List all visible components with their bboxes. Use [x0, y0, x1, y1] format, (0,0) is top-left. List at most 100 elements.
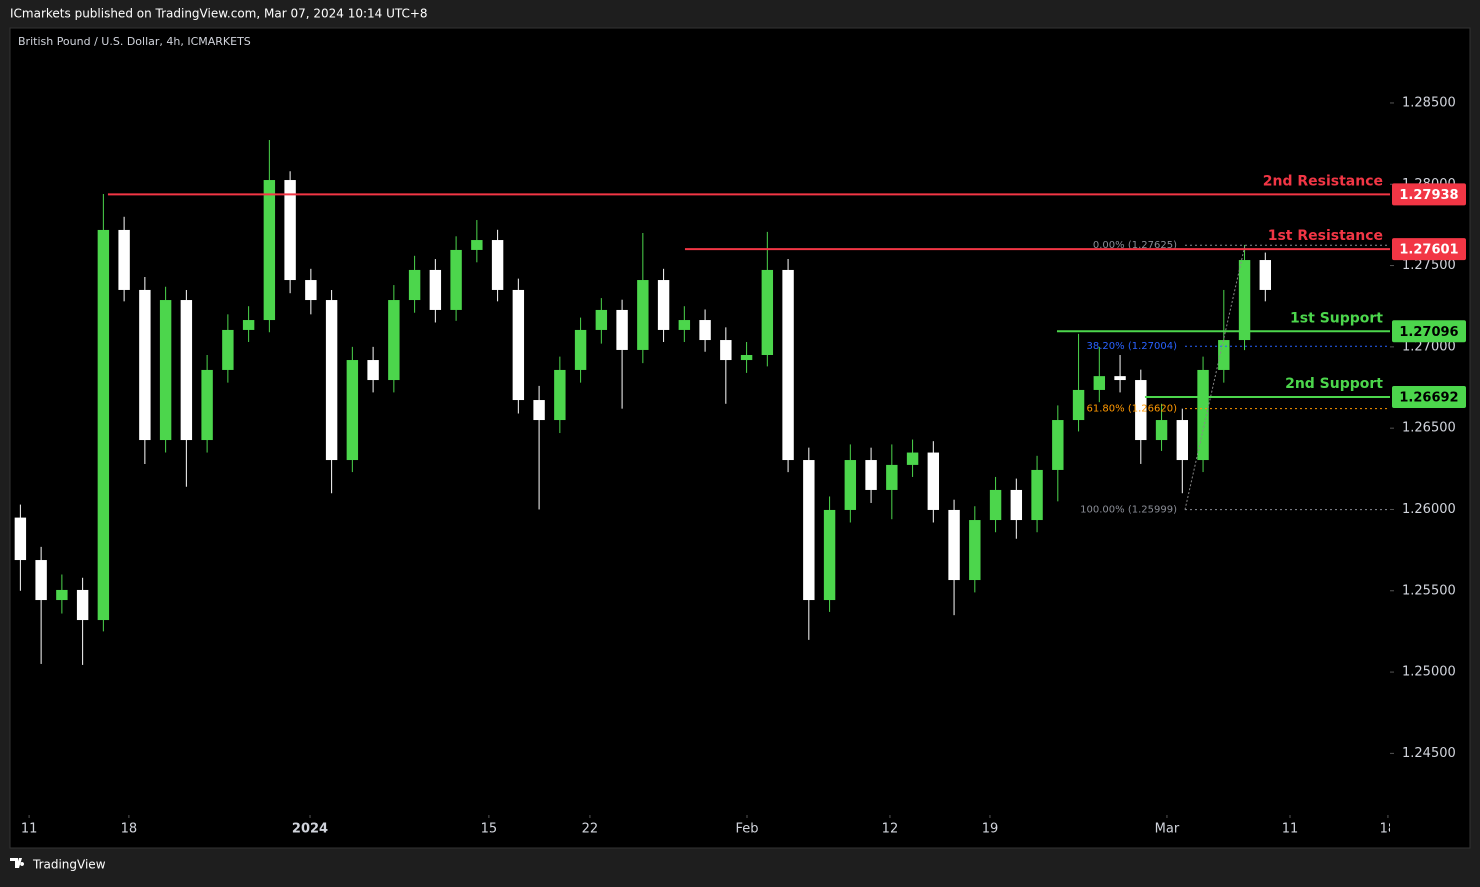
candle-body: [948, 509, 960, 581]
fib-label: 0.00% (1.27625): [1093, 240, 1177, 251]
fib-label: 100.00% (1.25999): [1080, 505, 1177, 516]
candle-body: [865, 460, 877, 490]
candle-body: [989, 489, 1002, 521]
fib-label: 38.20% (1.27004): [1087, 341, 1178, 352]
candle-body: [1031, 469, 1043, 521]
candle-body: [574, 329, 587, 370]
candle-body: [56, 589, 68, 601]
level-price-box: [1392, 183, 1466, 206]
candle-body: [1238, 260, 1251, 341]
candle-body: [927, 452, 940, 510]
x-tick-label: 11: [1282, 822, 1299, 837]
x-tick-label: 15: [481, 822, 498, 837]
x-axis: 11 18 2024 15 22 Feb 12 19 Mar 11 18: [21, 815, 1397, 837]
brand: TradingView: [32, 858, 106, 872]
y-tick-label: 1.26500: [1402, 421, 1456, 436]
x-tick-label: Feb: [735, 822, 758, 837]
candle-body: [1052, 420, 1064, 470]
x-tick-label: 11: [21, 822, 38, 837]
x-tick-label: Mar: [1155, 822, 1180, 837]
candle-body: [886, 464, 898, 490]
fib-value: (1.27004): [1128, 341, 1177, 352]
candle-body: [969, 520, 981, 581]
candle-body: [491, 240, 504, 290]
candle-body: [408, 269, 421, 301]
candle-body: [1114, 376, 1126, 381]
x-tick-label: 2024: [292, 822, 328, 837]
candle-body: [616, 309, 628, 350]
level-name: 1st Resistance: [1268, 228, 1383, 244]
level-name: 1st Support: [1290, 310, 1383, 326]
level-price-box: [1392, 385, 1466, 408]
candle-body: [844, 460, 857, 510]
candle-body: [1155, 420, 1168, 441]
candle-body: [1093, 376, 1106, 390]
level-price: 1.27096: [1399, 325, 1458, 340]
x-tick-label: 22: [582, 822, 599, 837]
candle-body: [305, 280, 317, 301]
candle-body: [782, 269, 794, 461]
candle-body: [1135, 380, 1147, 441]
candle-body: [1218, 340, 1230, 370]
candle-body: [1072, 389, 1085, 421]
y-tick-label: 1.24500: [1402, 746, 1456, 761]
candle-body: [595, 309, 608, 330]
fib-label: 61.80% (1.26620): [1087, 404, 1178, 415]
y-tick-label: 1.26000: [1402, 502, 1456, 517]
candle-body: [76, 589, 89, 621]
level-name: 2nd Support: [1285, 376, 1383, 392]
candle-body: [554, 369, 566, 421]
y-tick-label: 1.27000: [1402, 339, 1456, 354]
candle-body: [740, 354, 753, 361]
candle-body: [139, 289, 151, 441]
fib-value: (1.26620): [1128, 404, 1177, 415]
candle-body: [720, 340, 732, 361]
level-price: 1.27601: [1399, 243, 1458, 258]
candle-body: [1176, 420, 1189, 461]
x-tick-label: 12: [882, 822, 899, 837]
candle-body: [180, 300, 193, 441]
level-price: 1.26692: [1399, 390, 1458, 405]
fib-value: (1.27625): [1128, 240, 1177, 251]
fib-ratio: 0.00%: [1093, 240, 1125, 251]
candle-body: [1197, 369, 1209, 461]
candle-body: [97, 229, 110, 621]
logo: [10, 858, 25, 868]
candle-body: [284, 180, 296, 281]
candle-body: [222, 329, 234, 370]
x-tick-label: 18: [1380, 822, 1397, 837]
candle-body: [346, 360, 359, 461]
plot-area: [9, 27, 1471, 849]
candle-body: [678, 320, 691, 330]
candle-body: [906, 452, 919, 465]
x-tick-label: 19: [982, 822, 999, 837]
candle-body: [325, 300, 338, 461]
fib-diagonal: [1184, 245, 1246, 510]
fib-value: (1.25999): [1128, 505, 1177, 516]
level-price-box: [1392, 320, 1466, 343]
y-tick-label: 1.25500: [1402, 583, 1456, 598]
candle-body: [429, 269, 442, 310]
candle-body: [35, 560, 47, 601]
candle-body: [201, 369, 213, 441]
y-tick-label: 1.28500: [1402, 95, 1456, 110]
candle-body: [388, 300, 400, 381]
publisher: ICmarkets published on TradingView.com, …: [10, 7, 428, 21]
symbol-title: British Pound / U.S. Dollar, 4h, ICMARKE…: [18, 35, 251, 48]
candle-body: [118, 229, 130, 290]
candle-body: [761, 269, 774, 355]
candle-body: [159, 300, 172, 441]
level-price-box: [1392, 238, 1466, 261]
candle-body: [14, 517, 27, 561]
candle-body: [263, 180, 276, 321]
candle-body: [367, 360, 379, 381]
candle-body: [803, 460, 815, 601]
y-tick-label: 1.27500: [1402, 258, 1456, 273]
level-price: 1.27938: [1399, 188, 1458, 203]
fib-ratio: 100.00%: [1080, 505, 1125, 516]
level-name: 2nd Resistance: [1263, 173, 1383, 189]
candle-body: [1259, 260, 1272, 290]
y-tick-label: 1.25000: [1402, 665, 1456, 680]
candle-body: [699, 320, 711, 341]
